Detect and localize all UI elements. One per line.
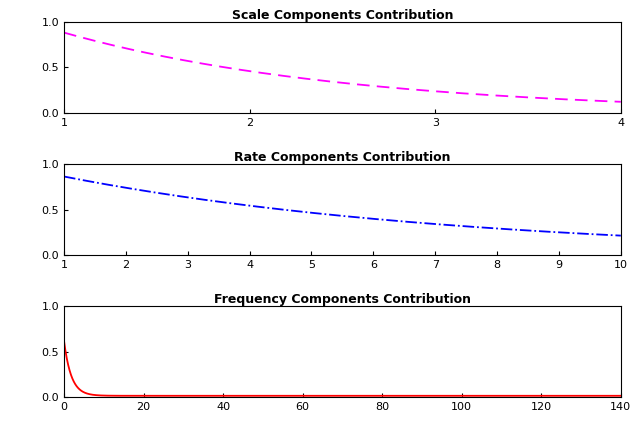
- Title: Frequency Components Contribution: Frequency Components Contribution: [214, 293, 471, 306]
- Title: Scale Components Contribution: Scale Components Contribution: [232, 9, 453, 22]
- Title: Rate Components Contribution: Rate Components Contribution: [234, 151, 451, 164]
